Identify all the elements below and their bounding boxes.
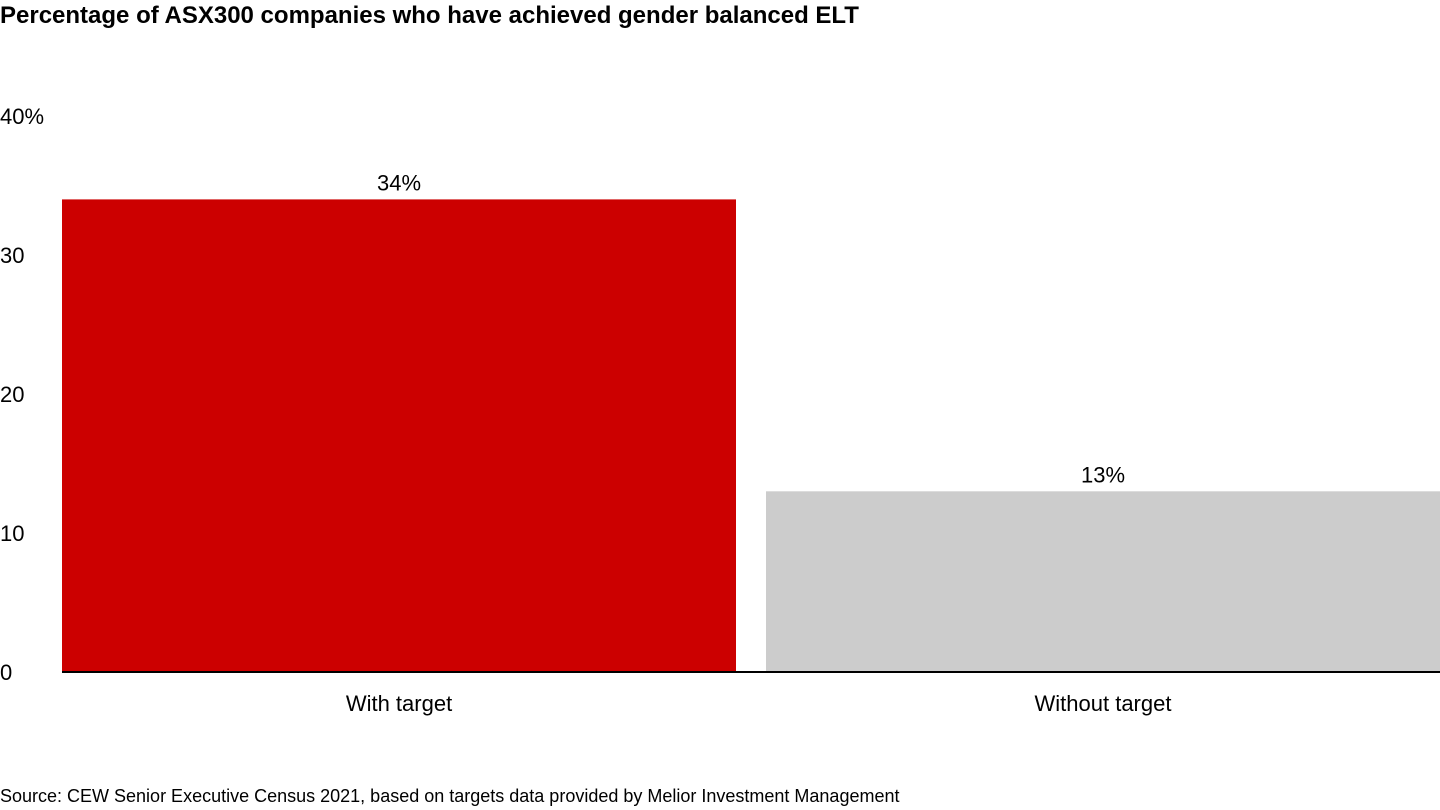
x-category-label: With target xyxy=(346,691,452,716)
chart-title: Percentage of ASX300 companies who have … xyxy=(0,2,859,29)
data-label: 34% xyxy=(377,170,421,195)
y-tick-label: 30 xyxy=(0,243,24,268)
source-note: Source: CEW Senior Executive Census 2021… xyxy=(0,786,900,806)
data-label: 13% xyxy=(1081,462,1125,487)
bar-1 xyxy=(62,199,736,672)
y-tick-label: 10 xyxy=(0,521,24,546)
y-tick-label: 0 xyxy=(0,660,12,685)
bar-2 xyxy=(766,491,1440,672)
y-tick-label: 40% xyxy=(0,104,44,129)
y-tick-label: 20 xyxy=(0,382,24,407)
x-category-label: Without target xyxy=(1035,691,1172,716)
